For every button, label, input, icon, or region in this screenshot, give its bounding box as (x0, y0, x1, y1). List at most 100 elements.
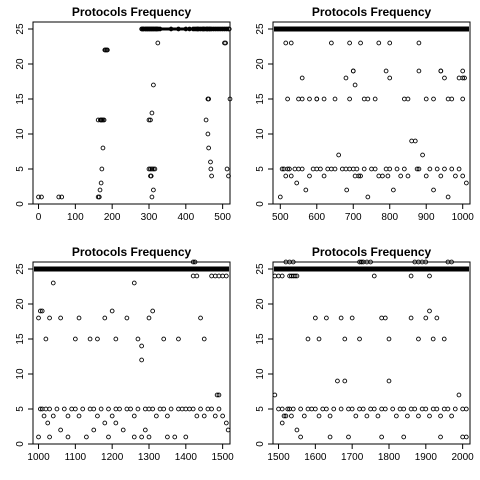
data-point (285, 96, 290, 102)
y-tick-label: 20 (255, 58, 266, 70)
data-point (318, 166, 323, 172)
data-point (398, 173, 404, 179)
data-point (276, 406, 281, 412)
data-point (72, 406, 78, 412)
data-point (39, 308, 45, 314)
data-point (151, 166, 156, 172)
data-point (187, 406, 192, 412)
data-point (131, 434, 137, 440)
data-point (416, 166, 422, 172)
data-point (423, 259, 429, 265)
data-point (283, 413, 289, 419)
data-point (352, 82, 358, 88)
data-point (47, 434, 52, 440)
data-point (47, 406, 52, 412)
data-point (183, 406, 189, 412)
data-point (290, 406, 296, 412)
data-point (142, 406, 148, 412)
data-point (47, 315, 52, 321)
data-point (346, 434, 351, 440)
data-point (50, 413, 56, 419)
data-point (420, 152, 425, 158)
data-point (65, 434, 71, 440)
data-point (371, 273, 377, 279)
data-point (290, 273, 296, 279)
data-point (272, 273, 278, 279)
data-point (405, 173, 411, 179)
plot-frame (32, 21, 231, 205)
plot-frame (272, 21, 471, 205)
data-point (298, 434, 303, 440)
data-point (434, 166, 440, 172)
data-point (294, 180, 300, 186)
data-point (212, 273, 218, 279)
data-point (312, 406, 318, 412)
chart-title: Protocols Frequency (312, 245, 432, 259)
data-point (98, 406, 104, 412)
data-point (58, 315, 63, 321)
data-point (350, 68, 356, 74)
data-point (190, 273, 196, 279)
y-tick-label: 15 (255, 333, 266, 345)
data-point (109, 308, 115, 314)
y-tick-label: 20 (15, 298, 26, 310)
data-point (294, 427, 300, 433)
data-point (168, 406, 174, 412)
data-point (332, 96, 338, 102)
data-point (442, 75, 447, 81)
y-tick-label: 15 (255, 93, 266, 105)
data-point (38, 308, 43, 314)
data-point (54, 406, 60, 412)
data-point (139, 343, 144, 349)
data-point (194, 273, 200, 279)
data-point (441, 336, 447, 342)
data-point (387, 166, 393, 172)
data-point (58, 427, 63, 433)
data-point (382, 406, 388, 412)
data-point (463, 406, 469, 412)
data-point (460, 434, 465, 440)
data-point (98, 180, 104, 186)
data-point (206, 145, 211, 151)
data-point (438, 173, 444, 179)
data-point (135, 336, 141, 342)
data-point (305, 336, 311, 342)
data-point (276, 273, 281, 279)
data-point (101, 117, 107, 123)
data-point (412, 138, 418, 144)
data-point (176, 406, 181, 412)
x-tick-label: 600 (308, 212, 325, 223)
data-point (423, 315, 429, 321)
data-point (460, 173, 466, 179)
data-point (192, 259, 198, 265)
data-point (419, 406, 425, 412)
data-point (277, 194, 283, 200)
data-point (109, 413, 115, 419)
data-point (382, 315, 388, 321)
data-point (336, 152, 342, 158)
data-point (372, 96, 378, 102)
data-point (36, 194, 41, 200)
data-point (401, 166, 407, 172)
y-tick-label: 15 (15, 93, 26, 105)
data-point (391, 187, 396, 193)
data-point (149, 110, 155, 116)
data-point (113, 406, 119, 412)
data-point (460, 96, 466, 102)
data-point (102, 420, 108, 426)
data-point (146, 434, 152, 440)
data-point (430, 336, 436, 342)
data-point (423, 173, 429, 179)
data-point (379, 406, 384, 412)
data-point (453, 173, 458, 179)
chart-title: Protocols Frequency (72, 5, 192, 19)
data-point (279, 420, 285, 426)
data-point (128, 406, 133, 412)
data-point (449, 166, 455, 172)
data-point (338, 315, 344, 321)
data-point (102, 315, 108, 321)
data-point (214, 392, 220, 398)
data-point (227, 96, 233, 102)
data-point (305, 406, 311, 412)
data-point (347, 40, 352, 46)
